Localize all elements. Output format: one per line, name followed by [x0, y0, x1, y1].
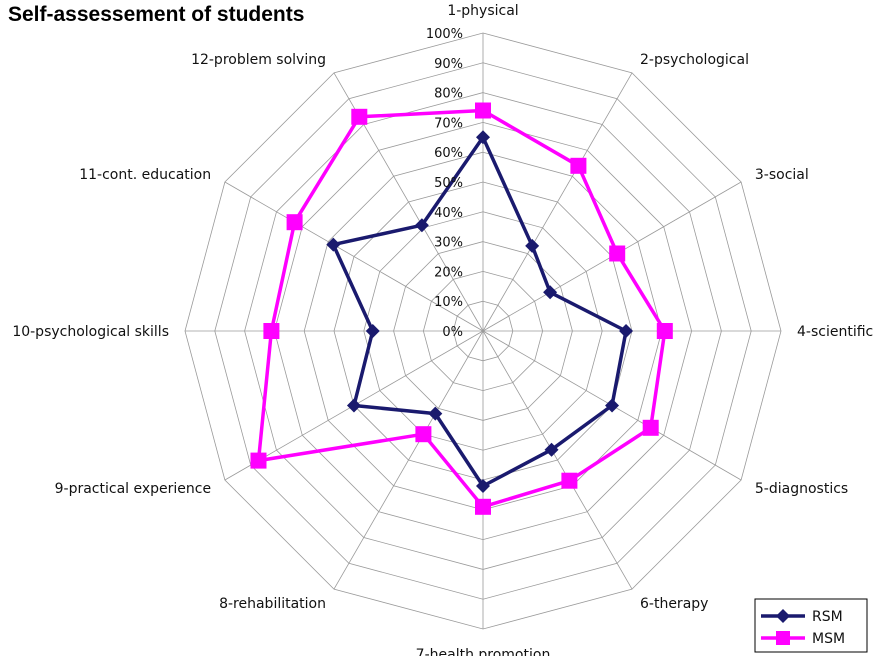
data-point — [263, 323, 280, 339]
legend: RSM MSM — [754, 598, 868, 653]
tick-label: 60% — [434, 146, 463, 161]
series-rsm — [326, 130, 634, 493]
tick-label: 30% — [434, 236, 463, 251]
axis-label: 6-therapy — [640, 596, 708, 612]
tick-label: 40% — [434, 206, 463, 221]
data-point — [326, 237, 341, 252]
legend-box — [754, 598, 868, 653]
series-line — [331, 135, 628, 488]
axis-label: 2-psychological — [640, 52, 749, 68]
data-point — [250, 452, 267, 469]
data-point — [561, 472, 578, 489]
chart-title: Self-assessement of students — [8, 3, 304, 26]
axis-labels: 1-physical 2-psychological 3-social 4-scien… — [12, 3, 873, 656]
tick-label: 20% — [434, 265, 463, 280]
data-point — [346, 398, 361, 413]
grid-spoke — [482, 330, 633, 590]
legend-label-msm: MSM — [812, 631, 845, 647]
grid-spoke — [333, 330, 484, 590]
tick-label: 70% — [434, 116, 463, 131]
grid-spoke — [224, 181, 484, 332]
data-point — [605, 398, 620, 413]
data-point — [365, 324, 380, 338]
axis-label: 11-cont. education — [79, 167, 211, 183]
data-point — [619, 324, 634, 338]
axis-label: 9-practical experience — [55, 481, 211, 497]
tick-label: 90% — [434, 57, 463, 72]
legend-marker-msm — [776, 631, 790, 645]
axis-label: 12-problem solving — [191, 52, 326, 68]
axis-label: 4-scientific — [797, 324, 873, 340]
series-layer — [250, 102, 673, 515]
axis-label: 8-rehabilitation — [219, 596, 326, 612]
legend-label-rsm: RSM — [812, 609, 843, 625]
data-point — [475, 498, 491, 515]
data-point — [642, 419, 659, 436]
legend-marker-rsm — [776, 609, 790, 623]
data-point — [475, 102, 491, 119]
tick-label: 100% — [426, 27, 463, 42]
data-point — [476, 478, 490, 493]
data-point — [609, 245, 626, 262]
tick-label: 10% — [434, 295, 463, 310]
tick-label: 50% — [434, 176, 463, 191]
data-point — [286, 214, 303, 231]
tick-label: 80% — [434, 87, 463, 102]
axis-label: 5-diagnostics — [755, 481, 848, 497]
data-point — [543, 285, 558, 300]
data-point — [544, 442, 559, 457]
data-point — [570, 157, 587, 174]
data-point — [415, 426, 432, 443]
axis-label: 1-physical — [447, 3, 518, 19]
data-point — [428, 406, 443, 421]
axis-label: 7-health promotion — [416, 647, 551, 656]
data-point — [414, 218, 429, 233]
axis-label: 3-social — [755, 167, 809, 183]
data-point — [476, 130, 490, 145]
grid-spoke — [482, 72, 633, 332]
series-msm — [250, 102, 673, 515]
data-point — [656, 323, 673, 339]
data-point — [525, 238, 540, 253]
axis-label: 10-psychological skills — [12, 324, 169, 340]
tick-labels: 0% 10% 20% 30% 40% 50% 60% 70% 80% 90% 100% — [426, 27, 463, 340]
data-point — [351, 108, 368, 125]
tick-label: 0% — [442, 325, 463, 340]
